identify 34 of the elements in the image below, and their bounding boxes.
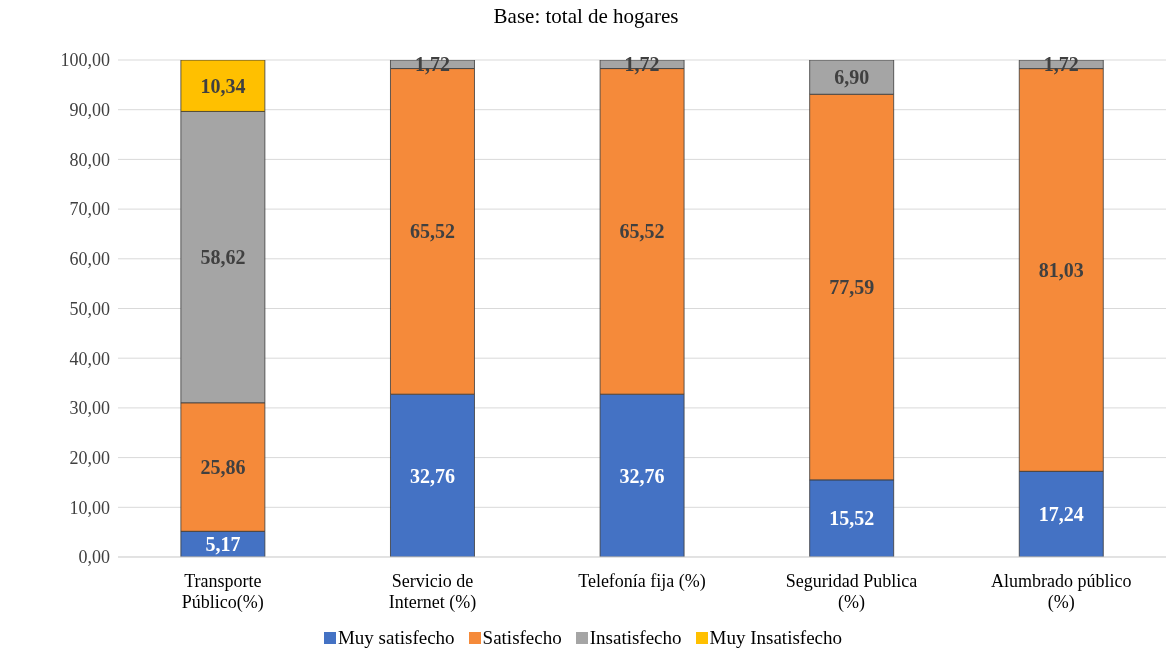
data-label: 81,03: [1038, 258, 1084, 281]
data-label: 32,76: [409, 464, 455, 487]
x-tick-label: Alumbrado público (%): [990, 571, 1132, 613]
legend-label: Muy Insatisfecho: [708, 627, 843, 649]
chart-title: Base: total de hogares: [492, 4, 680, 29]
y-tick-label: 90,00: [69, 100, 110, 121]
data-label: 32,76: [619, 464, 665, 487]
data-label: 6,90: [834, 66, 870, 89]
data-label: 15,52: [829, 507, 875, 530]
data-label: 77,59: [829, 276, 875, 299]
y-tick-label: 50,00: [69, 298, 110, 319]
y-tick-label: 60,00: [69, 249, 110, 270]
x-tick-label: Telefonía fija (%): [578, 571, 706, 592]
legend-label: Muy satisfecho: [336, 627, 455, 649]
y-tick-label: 0,00: [78, 547, 110, 568]
data-label: 58,62: [200, 246, 246, 269]
y-tick-label: 80,00: [69, 149, 110, 170]
data-label: 17,24: [1038, 503, 1084, 526]
y-tick-label: 100,00: [60, 50, 110, 71]
legend-label: Satisfecho: [481, 627, 562, 649]
y-tick-label: 20,00: [69, 447, 110, 468]
data-label: 10,34: [200, 74, 246, 97]
data-label: 65,52: [619, 220, 665, 243]
data-label: 25,86: [200, 456, 246, 479]
data-label: 65,52: [409, 220, 455, 243]
y-tick-label: 30,00: [69, 398, 110, 419]
data-label: 5,17: [205, 533, 241, 556]
y-tick-label: 40,00: [69, 348, 110, 369]
y-tick-label: 70,00: [69, 199, 110, 220]
x-tick-label: Servicio de Internet (%): [388, 571, 477, 613]
x-tick-label: Seguridad Publica (%): [785, 571, 918, 613]
legend-label: Insatisfecho: [588, 627, 682, 649]
y-tick-label: 10,00: [69, 497, 110, 518]
x-tick-label: Transporte Público(%): [181, 571, 264, 613]
